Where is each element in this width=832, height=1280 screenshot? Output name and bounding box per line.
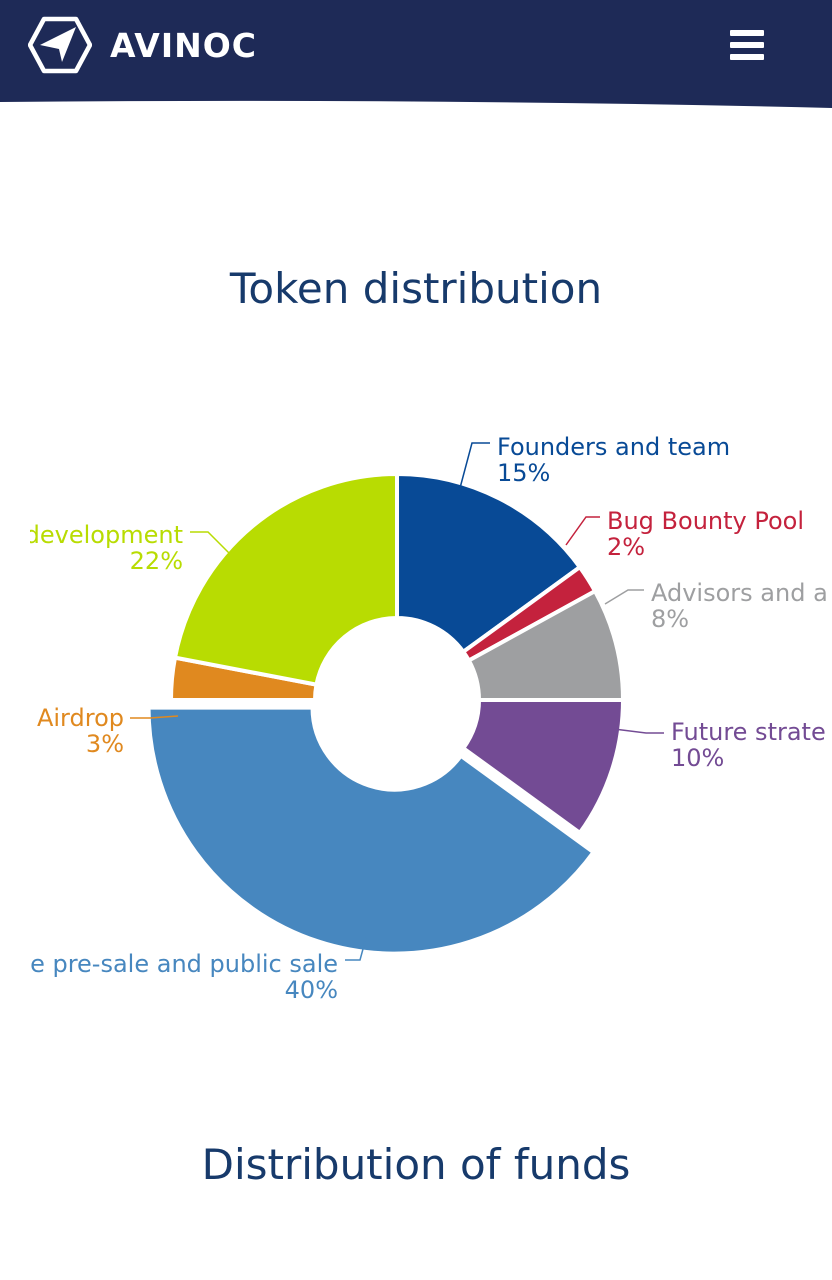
slice-label: Future strate [671, 718, 826, 746]
slice-value-label: 15% [497, 459, 550, 487]
label-leader-line [130, 715, 179, 719]
slice-label: development [25, 521, 183, 549]
slice-label: Bug Bounty Pool [607, 507, 804, 535]
slice-label: Founders and team [497, 433, 730, 461]
pie-slice[interactable] [146, 705, 596, 956]
slice-label: e pre-sale and public sale [30, 950, 338, 978]
slice-label: Airdrop [37, 704, 124, 732]
avinoc-logo-icon[interactable] [28, 16, 92, 74]
header-bar [0, 0, 832, 108]
slice-value-label: 22% [130, 547, 183, 575]
slice-value-label: 3% [86, 730, 124, 758]
label-leader-line [459, 442, 490, 489]
hamburger-menu-button[interactable] [722, 26, 772, 68]
label-leader-line [604, 589, 644, 605]
label-leader-line [565, 516, 600, 546]
label-leader-line [190, 531, 233, 557]
slice-value-label: 8% [651, 605, 689, 633]
pie-slice[interactable] [173, 472, 399, 687]
menu-bar [730, 54, 764, 60]
menu-bar [730, 42, 764, 48]
brand-name[interactable]: AVINOC [110, 26, 258, 65]
slice-value-label: 40% [285, 976, 338, 1004]
slice-label: Advisors and a [651, 579, 828, 607]
pie-slice[interactable] [395, 472, 582, 654]
label-leader-line [613, 728, 664, 734]
distribution-of-funds-title: Distribution of funds [201, 1140, 631, 1189]
label-leader-line [345, 937, 367, 961]
token-distribution-title: Token distribution [229, 264, 603, 313]
header-background [0, 0, 832, 108]
pie-slice[interactable] [461, 698, 625, 835]
menu-bar [730, 30, 764, 36]
slice-value-label: 10% [671, 744, 724, 772]
slice-value-label: 2% [607, 533, 645, 561]
